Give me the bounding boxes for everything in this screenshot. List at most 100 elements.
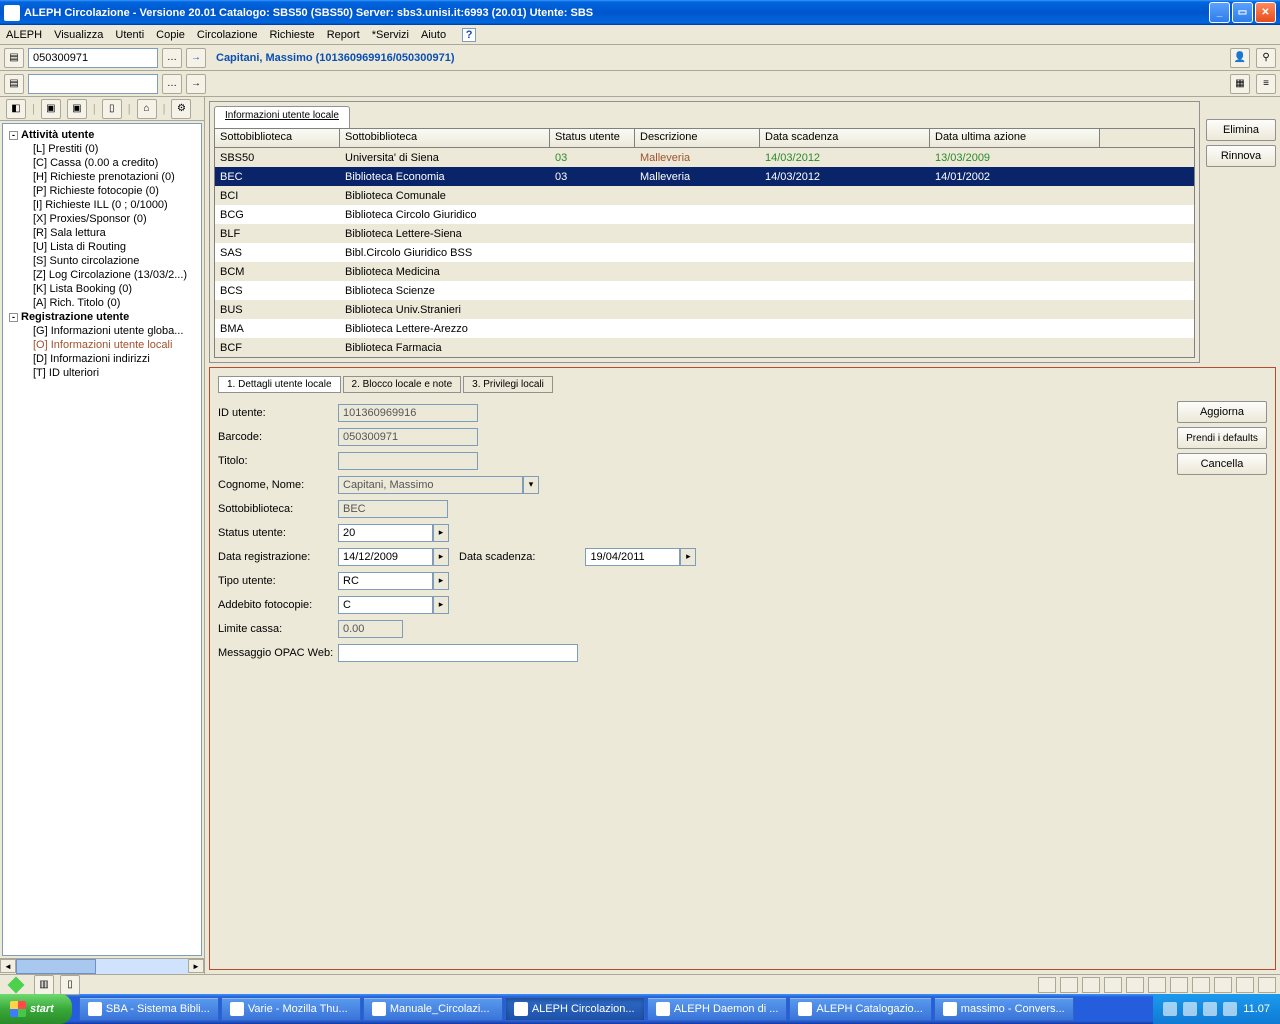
tree-item[interactable]: [U] Lista di Routing [5,240,199,254]
sicon-11[interactable] [1258,977,1276,993]
tree-item[interactable]: [K] Lista Booking (0) [5,282,199,296]
table-row[interactable]: BCSBiblioteca Scienze [215,281,1194,300]
help-icon[interactable]: ? [462,28,476,42]
search-input-2[interactable] [28,74,158,94]
menu-utenti[interactable]: Utenti [115,29,144,41]
sicon-6[interactable] [1148,977,1166,993]
menu-visualizza[interactable]: Visualizza [54,29,103,41]
tree-item[interactable]: [O] Informazioni utente locali [5,338,199,352]
menu-copie[interactable]: Copie [156,29,185,41]
close-button[interactable]: ✕ [1255,2,1276,23]
col-descr[interactable]: Descrizione [635,129,760,147]
table-row[interactable]: BCMBiblioteca Medicina [215,262,1194,281]
col-sotto2[interactable]: Sottobiblioteca [340,129,550,147]
dtab-1[interactable]: 1. Dettagli utente locale [218,376,341,393]
scroll-right-icon[interactable]: ► [188,959,204,973]
scroll-left-icon[interactable]: ◄ [0,959,16,973]
sicon-3[interactable] [1082,977,1100,993]
start-button[interactable]: start [0,994,72,1024]
elimina-button[interactable]: Elimina [1206,119,1276,141]
status-btn1[interactable]: ▥ [34,975,54,995]
tree[interactable]: -Attività utente [L] Prestiti (0)[C] Cas… [2,123,202,956]
list-icon[interactable]: ≡ [1256,74,1276,94]
task-item[interactable]: Varie - Mozilla Thu... [221,997,361,1021]
table-row[interactable]: BECBiblioteca Economia03Malleveria14/03/… [215,167,1194,186]
fld-status[interactable] [338,524,433,542]
table-row[interactable]: SASBibl.Circolo Giuridico BSS [215,243,1194,262]
sicon-4[interactable] [1104,977,1122,993]
fld-msg[interactable] [338,644,578,662]
tree-item[interactable]: [L] Prestiti (0) [5,142,199,156]
minimize-button[interactable]: _ [1209,2,1230,23]
tray-icon-2[interactable] [1183,1002,1197,1016]
nav5-icon[interactable]: ⌂ [137,99,157,119]
scroll-thumb[interactable] [16,959,96,974]
table-row[interactable]: SBS50Universita' di Siena03Malleveria14/… [215,148,1194,167]
fld-datascad[interactable] [585,548,680,566]
col-status[interactable]: Status utente [550,129,635,147]
table-row[interactable]: BCFBiblioteca Farmacia [215,338,1194,357]
sicon-5[interactable] [1126,977,1144,993]
nav1-icon[interactable]: ◧ [6,99,26,119]
fld-datareg[interactable] [338,548,433,566]
menu-servizi[interactable]: *Servizi [372,29,409,41]
system-tray[interactable]: 11.07 [1153,994,1280,1024]
maximize-button[interactable]: ▭ [1232,2,1253,23]
defaults-button[interactable]: Prendi i defaults [1177,427,1267,449]
tray-icon-3[interactable] [1203,1002,1217,1016]
tree-item[interactable]: [S] Sunto circolazione [5,254,199,268]
tree-item[interactable]: [H] Richieste prenotazioni (0) [5,170,199,184]
lookup2-button[interactable]: … [162,74,182,94]
rinnova-button[interactable]: Rinnova [1206,145,1276,167]
grid-icon[interactable]: ▦ [1230,74,1250,94]
task-item[interactable]: ALEPH Daemon di ... [647,997,788,1021]
tree-hscroll[interactable]: ◄ ► [0,958,204,974]
sicon-7[interactable] [1170,977,1188,993]
tree-item[interactable]: [R] Sala lettura [5,226,199,240]
task-item[interactable]: ALEPH Circolazion... [505,997,645,1021]
nav2-icon[interactable]: ▣ [41,99,61,119]
dtab-3[interactable]: 3. Privilegi locali [463,376,553,393]
sicon-9[interactable] [1214,977,1232,993]
task-item[interactable]: massimo - Convers... [934,997,1074,1021]
task-item[interactable]: SBA - Sistema Bibli... [79,997,219,1021]
status-btn2[interactable]: ▯ [60,975,80,995]
sicon-2[interactable] [1060,977,1078,993]
sicon-1[interactable] [1038,977,1056,993]
go-button[interactable]: → [186,48,206,68]
task-item[interactable]: ALEPH Catalogazio... [789,997,931,1021]
cognome-picker[interactable]: ▾ [523,476,539,494]
cancella-button[interactable]: Cancella [1177,453,1267,475]
tree-item[interactable]: [T] ID ulteriori [5,366,199,380]
col-sotto1[interactable]: Sottobiblioteca [215,129,340,147]
menu-aiuto[interactable]: Aiuto [421,29,446,41]
tipo-picker[interactable]: ▸ [433,572,449,590]
aggiorna-button[interactable]: Aggiorna [1177,401,1267,423]
datareg-picker[interactable]: ▸ [433,548,449,566]
menu-report[interactable]: Report [327,29,360,41]
task-item[interactable]: Manuale_Circolazi... [363,997,503,1021]
sicon-10[interactable] [1236,977,1254,993]
nav3-icon[interactable]: ▣ [67,99,87,119]
tray-icon-1[interactable] [1163,1002,1177,1016]
doc-icon[interactable]: ▤ [4,48,24,68]
fld-tipo[interactable] [338,572,433,590]
table-row[interactable]: BMABiblioteca Lettere-Arezzo [215,319,1194,338]
status-picker[interactable]: ▸ [433,524,449,542]
table-row[interactable]: BCIBiblioteca Comunale [215,186,1194,205]
library-grid[interactable]: Sottobiblioteca Sottobiblioteca Status u… [214,128,1195,358]
doc2-icon[interactable]: ▤ [4,74,24,94]
menu-richieste[interactable]: Richieste [269,29,314,41]
addebito-picker[interactable]: ▸ [433,596,449,614]
tree-item[interactable]: [I] Richieste ILL (0 ; 0/1000) [5,198,199,212]
tree-item[interactable]: [C] Cassa (0.00 a credito) [5,156,199,170]
dtab-2[interactable]: 2. Blocco locale e note [343,376,462,393]
tab-info-locale[interactable]: Informazioni utente locale [214,106,350,128]
table-row[interactable]: BLFBiblioteca Lettere-Siena [215,224,1194,243]
tree-root-registration[interactable]: -Registrazione utente [5,310,199,324]
sicon-8[interactable] [1192,977,1210,993]
menu-circolazione[interactable]: Circolazione [197,29,258,41]
menu-aleph[interactable]: ALEPH [6,29,42,41]
tray-icon-4[interactable] [1223,1002,1237,1016]
nav6-icon[interactable]: ⚙ [171,99,191,119]
